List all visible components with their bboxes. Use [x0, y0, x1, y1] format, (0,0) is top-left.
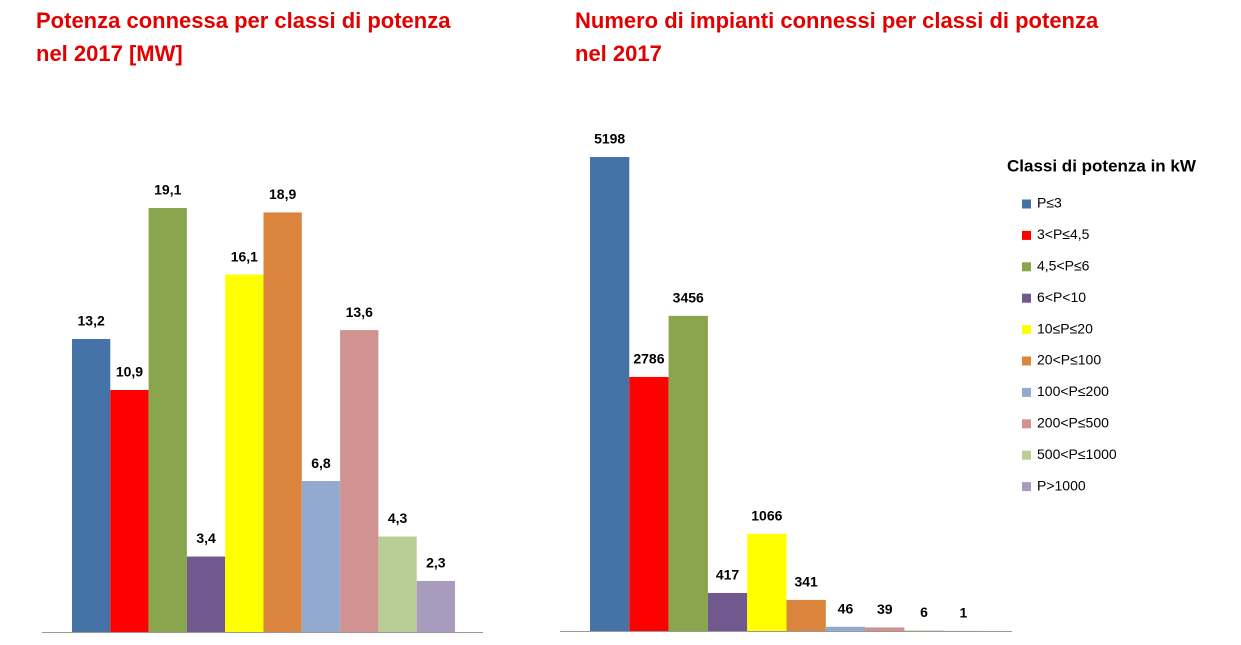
- bar: [186, 556, 226, 632]
- bar: [865, 627, 905, 631]
- value-label: 6,8: [311, 455, 331, 471]
- legend-swatch: [1022, 199, 1031, 209]
- value-label: 417: [716, 567, 740, 583]
- value-label: 1066: [751, 507, 782, 523]
- legend-label: P≤3: [1037, 195, 1062, 211]
- value-label: 16,1: [231, 248, 258, 264]
- bar: [225, 274, 264, 632]
- chart-title: Numero di impianti connessi per classi d…: [575, 8, 1099, 66]
- bar: [904, 630, 944, 631]
- legend-swatch: [1022, 419, 1031, 429]
- legend-swatch: [1022, 293, 1031, 303]
- legend-swatch: [1022, 387, 1031, 397]
- legend-label: 3<P≤4,5: [1037, 226, 1090, 242]
- legend-title: Classi di potenza in kW: [1007, 156, 1197, 175]
- chart-title: Potenza connessa per classi di potenza n…: [36, 8, 451, 66]
- legend-swatch: [1022, 230, 1031, 240]
- bar: [825, 626, 866, 631]
- value-label: 3456: [673, 290, 704, 306]
- bar: [110, 390, 149, 632]
- legend-swatch: [1022, 325, 1031, 335]
- value-label: 2786: [633, 351, 664, 367]
- legend-swatch: [1022, 262, 1031, 272]
- value-label: 46: [838, 601, 854, 617]
- bar: [301, 481, 341, 632]
- value-label: 18,9: [269, 186, 296, 202]
- bar: [416, 580, 455, 632]
- bar: [148, 208, 187, 632]
- bar: [340, 330, 379, 632]
- bar: [707, 592, 748, 631]
- value-label: 39: [877, 601, 893, 617]
- legend-swatch: [1022, 356, 1031, 366]
- bar: [786, 599, 826, 631]
- bar: [668, 315, 708, 631]
- bar: [590, 157, 630, 631]
- legend-label: 200<P≤500: [1037, 415, 1109, 431]
- value-label: 341: [794, 574, 818, 590]
- bar: [263, 212, 302, 632]
- legend-label: 10≤P≤20: [1037, 320, 1093, 336]
- value-label: 2,3: [426, 555, 446, 571]
- value-label: 5198: [594, 131, 625, 147]
- value-label: 1: [959, 605, 967, 621]
- legend-swatch: [1022, 450, 1031, 460]
- value-label: 6: [920, 604, 928, 620]
- bar: [629, 376, 669, 631]
- value-label: 10,9: [116, 364, 143, 380]
- legend-label: 20<P≤100: [1037, 352, 1101, 368]
- legend-label: 6<P<10: [1037, 289, 1086, 305]
- legend-label: P>1000: [1037, 477, 1086, 493]
- bar: [747, 533, 787, 631]
- bar: [378, 536, 417, 632]
- legend-label: 500<P≤1000: [1037, 446, 1117, 462]
- legend-label: 100<P≤200: [1037, 383, 1109, 399]
- legend-swatch: [1022, 482, 1031, 492]
- bar: [72, 338, 111, 632]
- value-label: 4,3: [388, 510, 408, 526]
- value-label: 13,2: [78, 313, 105, 329]
- legend-label: 4,5<P≤6: [1037, 258, 1090, 274]
- value-label: 19,1: [154, 182, 181, 198]
- value-label: 3,4: [196, 530, 216, 546]
- value-label: 13,6: [346, 304, 373, 320]
